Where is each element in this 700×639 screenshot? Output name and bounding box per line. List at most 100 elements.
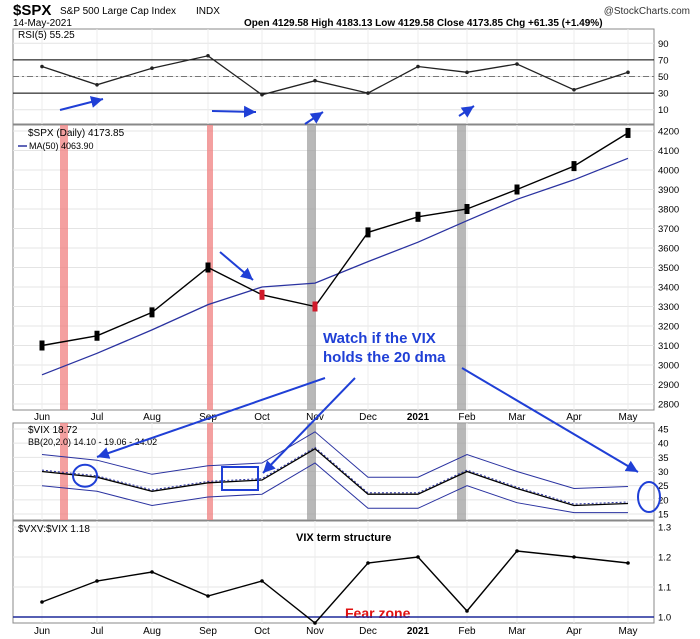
vix-y-tick-label: 35 — [658, 453, 669, 464]
annotation-arrow — [211, 105, 257, 118]
term-point — [206, 594, 210, 598]
index-name: S&P 500 Large Cap Index — [60, 6, 176, 17]
spx-event-shade — [457, 125, 466, 410]
spx-candle — [39, 340, 45, 351]
ma50-line — [41, 157, 629, 376]
rsi-point — [40, 64, 44, 69]
spx-candle — [415, 211, 421, 222]
spx-candle — [464, 204, 470, 214]
vix-y-tick-label: 40 — [658, 439, 669, 450]
spx-y-tick-label: 3200 — [658, 322, 679, 333]
term-panel-frame — [12, 520, 655, 624]
annotation-arrow — [96, 377, 326, 459]
spx-y-tick-label: 3900 — [658, 185, 679, 196]
x-tick-label: Aug — [143, 412, 161, 423]
spx-candle — [94, 330, 100, 341]
rsi-y-tick-label: 50 — [658, 72, 669, 83]
rsi-y-tick-label: 30 — [658, 89, 669, 100]
spx-y-tick-label: 2800 — [658, 400, 679, 411]
watch-vix-line1: Watch if the VIX — [323, 330, 436, 347]
x-tick-label: Nov — [306, 412, 324, 423]
vix-y-tick-label: 45 — [658, 425, 669, 436]
term-legend: $VXV:$VIX 1.18 — [18, 524, 90, 535]
spx-y-tick-label: 3100 — [658, 341, 679, 352]
x-tick-label: Feb — [458, 412, 476, 423]
term-y-tick-label: 1.0 — [658, 613, 671, 624]
chart-header: $SPX S&P 500 Large Cap Index INDX 14-May… — [13, 2, 690, 29]
term-y-tick-label: 1.3 — [658, 523, 671, 534]
x-tick-label: Jun — [34, 412, 50, 423]
ma-legend: MA(50) 4063.90 — [29, 141, 94, 151]
quote-line: Open 4129.58 High 4183.13 Low 4129.58 Cl… — [244, 18, 603, 29]
spx-y-tick-label: 3300 — [658, 302, 679, 313]
term-panel: $VXV:$VIX 1.18 VIX term structure Fear z… — [13, 524, 654, 625]
spx-candle — [571, 161, 577, 172]
rsi-point — [260, 92, 264, 97]
vix-event-shade — [457, 423, 466, 520]
x-tick-label: May — [619, 626, 638, 637]
spx-price-line — [41, 132, 629, 347]
rsi-point — [95, 83, 99, 87]
x-tick-label: Nov — [306, 626, 324, 637]
bb-legend: BB(20,2.0) 14.10 - 19.06 - 24.02 — [28, 437, 157, 447]
term-y-tick-label: 1.2 — [658, 553, 671, 564]
vix-line — [41, 448, 629, 507]
spx-legend: $SPX (Daily) 4173.85 — [28, 128, 125, 139]
symbol-title: $SPX — [13, 2, 51, 19]
term-point — [515, 549, 519, 553]
annotation-arrows — [59, 96, 639, 474]
event-shades — [60, 125, 466, 520]
term-point — [150, 570, 154, 574]
spx-y-tick-label: 3600 — [658, 244, 679, 255]
spx-event-shade — [60, 125, 68, 410]
x-tick-label: Oct — [254, 412, 270, 423]
x-tick-label: Mar — [508, 412, 526, 423]
rsi-point — [416, 64, 420, 69]
vix-circle-marker — [637, 481, 661, 513]
spx-y-tick-label: 2900 — [658, 380, 679, 391]
spx-y-tick-label: 3000 — [658, 361, 679, 372]
term-y-tick-label: 1.1 — [658, 583, 671, 594]
vix-term-title: VIX term structure — [296, 532, 391, 544]
spx-candle — [365, 227, 371, 238]
fear-zone-label: Fear zone — [345, 605, 411, 621]
annotation-arrow — [219, 251, 254, 281]
spx-y-tick-label: 4100 — [658, 146, 679, 157]
rsi-point — [626, 70, 630, 75]
spx-candle — [205, 262, 211, 273]
term-point — [366, 561, 370, 565]
spx-candle — [514, 184, 520, 195]
term-point — [95, 579, 99, 583]
x-tick-label: Apr — [566, 412, 582, 423]
annotation-arrow — [458, 105, 475, 118]
vix-event-shade — [207, 423, 213, 520]
x-tick-label: Oct — [254, 626, 270, 637]
rsi-y-tick-label: 70 — [658, 55, 669, 66]
term-point — [416, 555, 420, 559]
spx-panel: $SPX (Daily) 4173.85 MA(50) 4063.90 — [18, 127, 631, 376]
vix-y-tick-label: 30 — [658, 467, 669, 478]
spx-candle — [312, 301, 318, 312]
chart-date: 14-May-2021 — [13, 18, 72, 29]
vix-y-tick-label: 20 — [658, 495, 669, 506]
spx-y-tick-label: 4000 — [658, 166, 679, 177]
vix-box-marker — [221, 466, 259, 491]
spx-y-tick-label: 3500 — [658, 263, 679, 274]
term-point — [313, 621, 317, 625]
x-tick-label: Apr — [566, 626, 582, 637]
watermark: @StockCharts.com — [604, 6, 690, 17]
x-tick-label: Sep — [199, 626, 217, 637]
spx-y-tick-label: 3400 — [658, 283, 679, 294]
term-point — [572, 555, 576, 559]
annotation-arrow — [59, 96, 104, 111]
x-tick-label: Mar — [508, 626, 526, 637]
term-point — [40, 600, 44, 604]
spx-event-shade — [307, 125, 316, 410]
spx-y-tick-label: 4200 — [658, 127, 679, 138]
rsi-point — [313, 78, 317, 83]
rsi-point — [465, 70, 469, 75]
x-tick-label: Aug — [143, 626, 161, 637]
x-tick-label: Dec — [359, 412, 377, 423]
annotation-arrow — [262, 377, 356, 474]
term-ratio-line — [41, 550, 629, 624]
